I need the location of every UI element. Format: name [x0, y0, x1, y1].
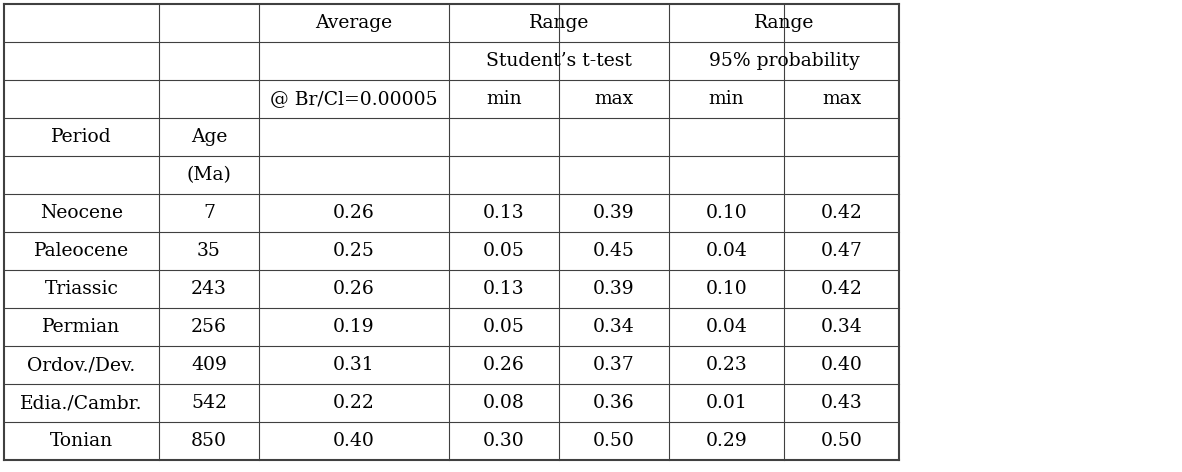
Text: 0.47: 0.47 [820, 242, 863, 260]
Text: 0.10: 0.10 [706, 204, 747, 222]
Text: 0.31: 0.31 [333, 356, 375, 374]
Text: Age: Age [190, 128, 227, 146]
Text: (Ma): (Ma) [187, 166, 232, 184]
Text: 0.50: 0.50 [820, 432, 863, 450]
Text: Ordov./Dev.: Ordov./Dev. [27, 356, 136, 374]
Text: Neocene: Neocene [40, 204, 123, 222]
Text: 0.37: 0.37 [593, 356, 635, 374]
Text: Range: Range [754, 14, 814, 32]
Text: 409: 409 [191, 356, 227, 374]
Text: Student’s t-test: Student’s t-test [486, 52, 632, 70]
Text: 0.04: 0.04 [706, 242, 747, 260]
Text: 0.13: 0.13 [483, 204, 525, 222]
Text: 0.13: 0.13 [483, 280, 525, 298]
Text: 256: 256 [191, 318, 227, 336]
Text: 0.23: 0.23 [706, 356, 747, 374]
Text: Range: Range [528, 14, 589, 32]
Text: 0.40: 0.40 [333, 432, 375, 450]
Text: Average: Average [316, 14, 392, 32]
Text: 0.01: 0.01 [706, 394, 747, 412]
Text: 0.34: 0.34 [593, 318, 635, 336]
Text: 0.45: 0.45 [593, 242, 635, 260]
Text: 0.50: 0.50 [593, 432, 635, 450]
Text: Period: Period [51, 128, 112, 146]
Text: 0.30: 0.30 [483, 432, 525, 450]
Text: 0.25: 0.25 [333, 242, 375, 260]
Text: 95% probability: 95% probability [709, 52, 859, 70]
Text: 0.40: 0.40 [820, 356, 863, 374]
Text: min: min [486, 90, 521, 108]
Text: 0.26: 0.26 [333, 280, 375, 298]
Text: 7: 7 [203, 204, 215, 222]
Text: 0.05: 0.05 [483, 318, 525, 336]
Text: max: max [595, 90, 634, 108]
Text: @ Br/Cl=0.00005: @ Br/Cl=0.00005 [271, 90, 437, 108]
Text: 0.10: 0.10 [706, 280, 747, 298]
Text: Tonian: Tonian [50, 432, 113, 450]
Text: Paleocene: Paleocene [34, 242, 129, 260]
Text: Edia./Cambr.: Edia./Cambr. [20, 394, 143, 412]
Text: 243: 243 [191, 280, 227, 298]
Text: Permian: Permian [43, 318, 121, 336]
Text: 0.22: 0.22 [333, 394, 375, 412]
Text: 0.39: 0.39 [593, 280, 635, 298]
Text: 0.43: 0.43 [820, 394, 863, 412]
Text: 0.26: 0.26 [483, 356, 525, 374]
Text: Triassic: Triassic [45, 280, 118, 298]
Text: 0.34: 0.34 [820, 318, 863, 336]
Text: 0.19: 0.19 [333, 318, 375, 336]
Text: 850: 850 [191, 432, 227, 450]
Text: 0.29: 0.29 [706, 432, 747, 450]
Text: max: max [821, 90, 862, 108]
Text: min: min [709, 90, 745, 108]
Text: 0.26: 0.26 [333, 204, 375, 222]
Text: 0.36: 0.36 [593, 394, 635, 412]
Text: 0.04: 0.04 [706, 318, 747, 336]
Text: 0.08: 0.08 [483, 394, 525, 412]
Text: 0.39: 0.39 [593, 204, 635, 222]
Text: 0.05: 0.05 [483, 242, 525, 260]
Text: 0.42: 0.42 [820, 280, 863, 298]
Text: 542: 542 [191, 394, 227, 412]
Text: 0.42: 0.42 [820, 204, 863, 222]
Text: 35: 35 [197, 242, 221, 260]
